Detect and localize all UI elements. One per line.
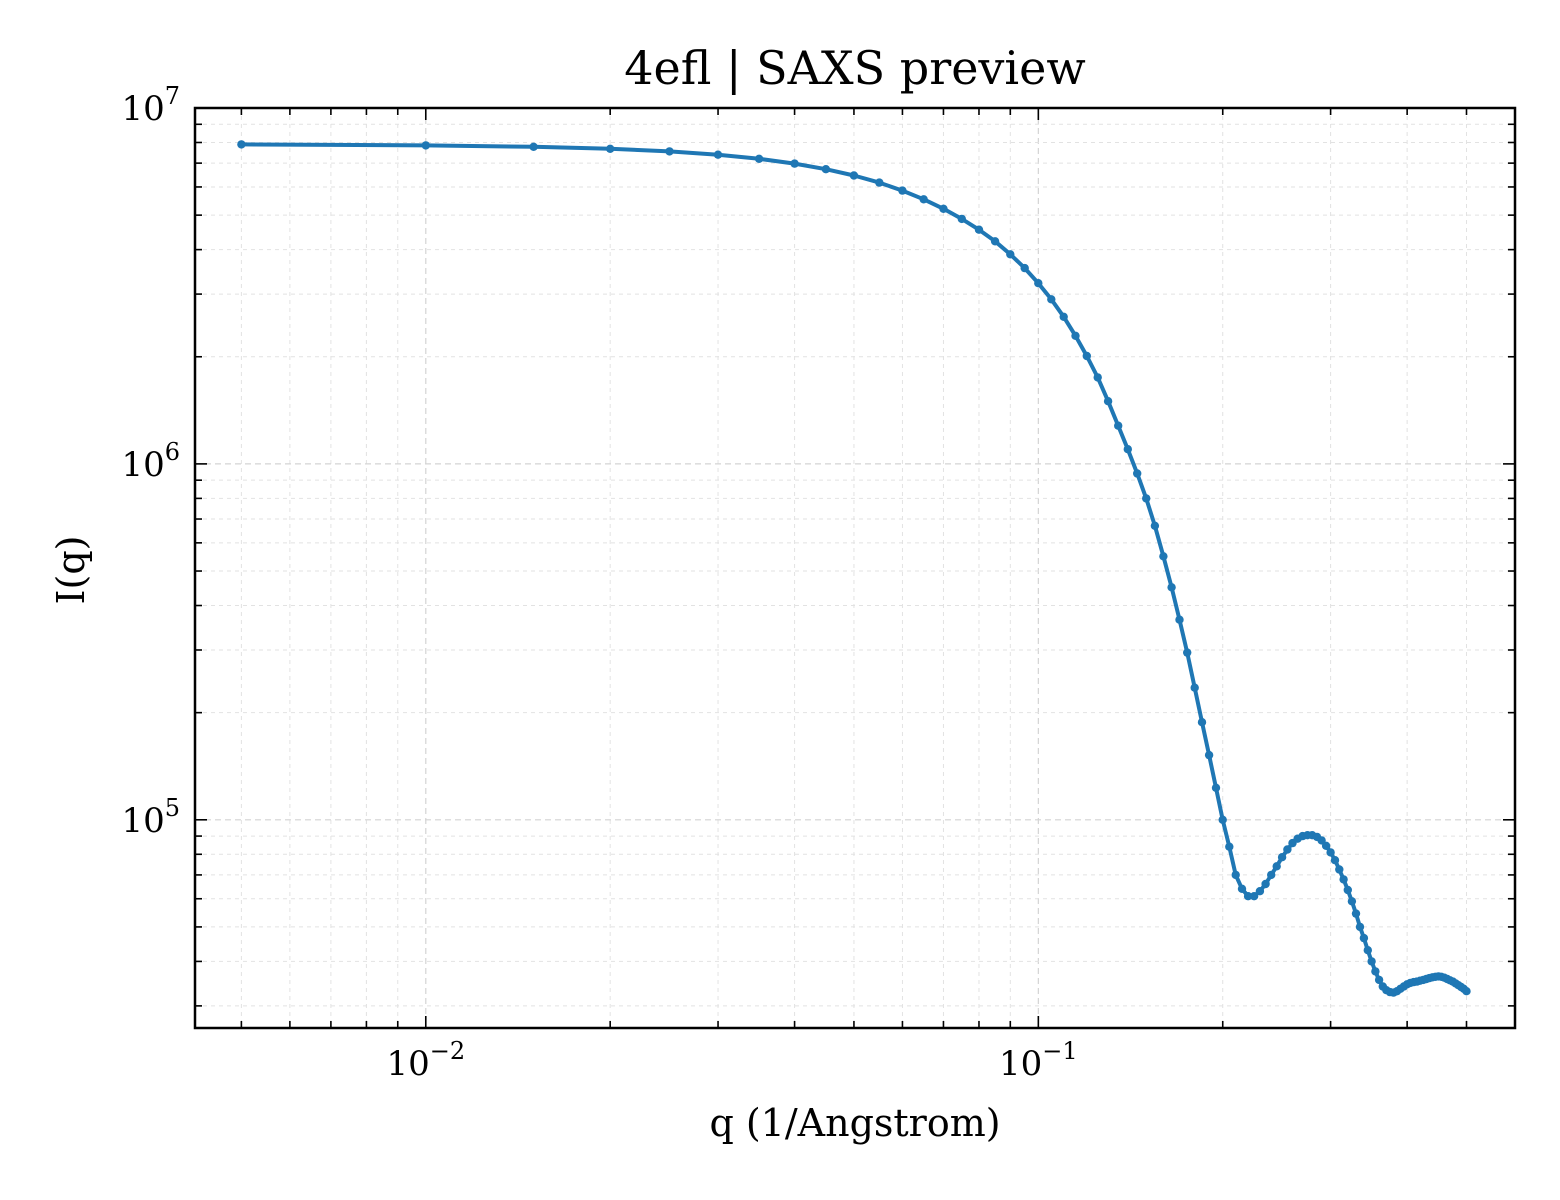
- data-point: [1267, 870, 1276, 880]
- data-point: [849, 171, 859, 180]
- data-point: [1034, 279, 1043, 288]
- x-axis-label: q (1/Angstrom): [709, 1101, 1000, 1145]
- data-point: [1283, 845, 1292, 854]
- data-point: [529, 142, 538, 151]
- data-point: [1020, 263, 1029, 273]
- data-point: [919, 195, 928, 204]
- data-point: [1363, 946, 1373, 955]
- data-point: [1343, 885, 1353, 895]
- data-point: [1103, 397, 1113, 406]
- data-point: [1133, 469, 1142, 478]
- data-point: [665, 147, 674, 156]
- data-point: [713, 150, 723, 159]
- data-point: [1237, 884, 1247, 893]
- plot-frame: [193, 106, 1517, 1030]
- data-point: [1159, 552, 1168, 561]
- data-point: [1359, 933, 1369, 943]
- data-point: [1326, 848, 1335, 857]
- y-tick-label: 106: [121, 438, 180, 485]
- data-point: [1204, 750, 1214, 760]
- data-point: [1249, 892, 1259, 901]
- data-point: [1093, 373, 1102, 382]
- data-point: [1243, 892, 1253, 901]
- data-point: [1167, 583, 1176, 592]
- data-point: [1261, 879, 1270, 889]
- y-tick-label: 107: [121, 82, 180, 129]
- data-point: [237, 140, 246, 149]
- data-point: [1231, 870, 1240, 880]
- data-point: [1335, 865, 1344, 874]
- data-point: [1114, 421, 1123, 430]
- axis-ticks: [195, 107, 1515, 1028]
- data-point: [1211, 783, 1221, 792]
- series-layer: [237, 140, 1471, 997]
- data-point: [1371, 967, 1380, 976]
- data-point: [1123, 445, 1133, 454]
- data-point: [1355, 922, 1365, 932]
- x-tick-label: 10−2: [386, 1037, 465, 1084]
- data-point: [1374, 975, 1384, 985]
- data-point: [1277, 853, 1287, 862]
- data-point: [1142, 494, 1151, 503]
- data-point: [1330, 856, 1340, 865]
- data-point: [1321, 841, 1331, 850]
- data-point: [754, 154, 764, 163]
- data-point: [1047, 295, 1056, 304]
- data-point: [1351, 909, 1361, 918]
- data-point: [1255, 887, 1265, 896]
- data-point: [974, 225, 984, 234]
- data-point: [1183, 648, 1192, 657]
- data-point: [1071, 331, 1080, 340]
- data-point: [1197, 718, 1207, 727]
- data-point: [1272, 862, 1281, 871]
- data-point: [1347, 897, 1357, 906]
- data-point: [1225, 842, 1234, 851]
- data-point: [939, 204, 948, 213]
- data-point: [1150, 521, 1160, 530]
- x-tick-label: 10−1: [999, 1037, 1078, 1084]
- data-point: [990, 237, 1000, 246]
- y-tick-label: 105: [121, 794, 180, 841]
- grid: [195, 107, 1515, 1028]
- data-point: [1367, 957, 1376, 966]
- data-point: [606, 144, 615, 153]
- data-point: [821, 165, 831, 174]
- y-axis-label: I(q): [49, 536, 93, 605]
- tick-labels: 10−2 10−1 105 106 107: [121, 82, 1077, 1084]
- data-point: [1082, 351, 1092, 361]
- data-point: [1006, 250, 1015, 259]
- data-point: [1339, 875, 1348, 884]
- data-point: [790, 159, 799, 168]
- data-point: [1462, 987, 1471, 996]
- chart-title: 4efl | SAXS preview: [624, 41, 1085, 95]
- data-point: [1190, 683, 1199, 692]
- data-point: [957, 214, 966, 224]
- data-point: [1175, 615, 1184, 624]
- data-point: [898, 186, 907, 195]
- data-point: [1218, 815, 1227, 824]
- data-point: [1059, 312, 1068, 321]
- data-point: [421, 141, 430, 150]
- data-point: [875, 178, 884, 187]
